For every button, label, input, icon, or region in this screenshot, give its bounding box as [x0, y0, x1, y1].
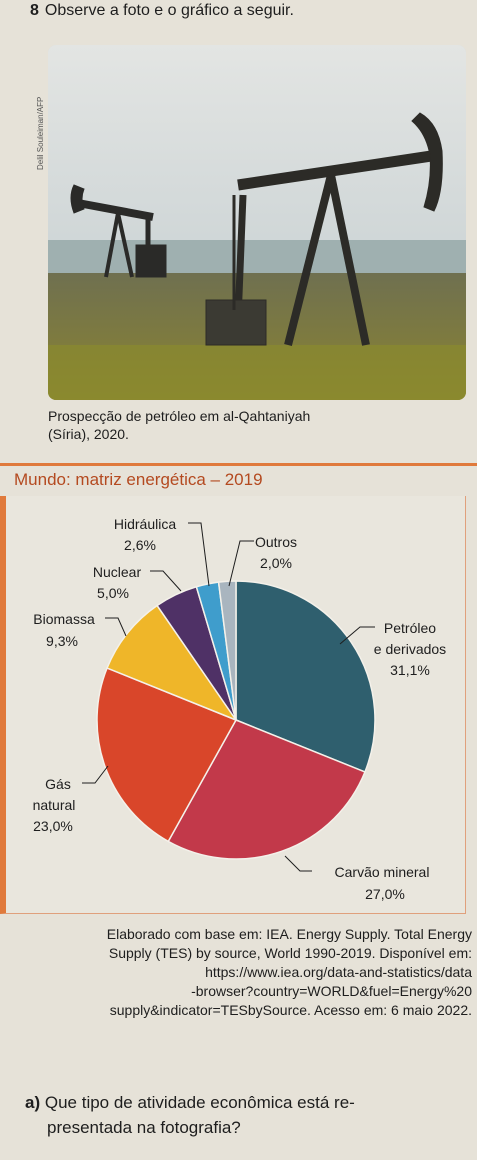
photo-caption-line1: Prospecção de petróleo em al-Qahtaniyah	[48, 408, 311, 424]
pie-slice-biomassa	[106, 604, 239, 722]
label-hidraulica-value: 2,6%	[124, 537, 156, 553]
label-outros-value: 2,0%	[260, 555, 292, 571]
label-petroleo-value: 31,1%	[390, 662, 430, 678]
pie-slice-gas-natural	[96, 667, 238, 843]
chart-title-bar	[0, 463, 477, 500]
label-nuclear-name: Nuclear	[93, 564, 142, 580]
question-a-line1: Que tipo de atividade econômica está re-	[44, 1093, 355, 1112]
photo-credit: Delil Souleiman/AFP	[36, 96, 45, 170]
label-biomassa-name: Biomassa	[33, 611, 95, 627]
photo-caption: Prospecção de petróleo em al-Qahtaniyah …	[48, 407, 468, 443]
chart-title: Mundo: matriz energética – 2019	[14, 470, 263, 489]
leader-nuclear	[150, 570, 182, 592]
leader-hidraulica	[188, 522, 210, 587]
pie-slices	[96, 580, 376, 860]
leader-petroleo	[339, 626, 375, 645]
oil-pump-photo	[48, 45, 466, 400]
photo-illustration	[48, 45, 466, 400]
question-a: a) Que tipo de atividade econômica está …	[25, 1090, 470, 1140]
label-gas-value: 23,0%	[33, 818, 73, 834]
source-line3: https://www.iea.org/data-and-statistics/…	[205, 964, 472, 980]
label-petroleo-name-2: e derivados	[374, 641, 446, 657]
leader-gas	[82, 765, 109, 784]
source-line1: Elaborado com base em: IEA. Energy Suppl…	[106, 926, 472, 942]
leader-biomassa	[105, 617, 127, 637]
question-a-letter: a)	[25, 1093, 41, 1112]
photo-caption-line2: (Síria), 2020.	[48, 426, 129, 442]
label-gas-name-2: natural	[33, 797, 76, 813]
pie-slice-petroleo-e-derivados	[235, 580, 376, 773]
source-line4: -browser?country=WORLD&fuel=Energy%20	[191, 983, 472, 999]
label-petroleo-name: Petróleo	[384, 620, 436, 636]
question-header: 8 Observe a foto e o gráfico a seguir.	[30, 2, 294, 20]
source-note: Elaborado com base em: IEA. Energy Suppl…	[10, 925, 472, 1020]
label-outros-name: Outros	[255, 534, 297, 550]
pie-chart: Hidráulica 2,6% Outros 2,0% Nuclear 5,0%…	[33, 516, 447, 902]
label-nuclear-value: 5,0%	[97, 585, 129, 601]
question-a-line2: presentada na fotografia?	[47, 1118, 241, 1137]
label-biomassa-value: 9,3%	[46, 633, 78, 649]
question-prompt: Observe a foto e o gráfico a seguir.	[44, 2, 294, 19]
leader-lines	[82, 522, 375, 872]
label-gas-name: Gás	[45, 776, 71, 792]
source-line5: supply&indicator=TESbySource. Acesso em:…	[109, 1002, 472, 1018]
leader-outros	[228, 540, 254, 587]
slice-labels: Hidráulica 2,6% Outros 2,0% Nuclear 5,0%…	[33, 516, 447, 902]
leader-carvao	[284, 855, 312, 872]
label-hidraulica-name: Hidráulica	[114, 516, 176, 532]
source-line2: Supply (TES) by source, World 1990-2019.…	[108, 945, 472, 961]
label-carvao-value: 27,0%	[365, 886, 405, 902]
pie-slice-outros	[217, 580, 237, 721]
question-number: 8	[30, 2, 39, 19]
label-carvao-name: Carvão mineral	[335, 864, 430, 880]
